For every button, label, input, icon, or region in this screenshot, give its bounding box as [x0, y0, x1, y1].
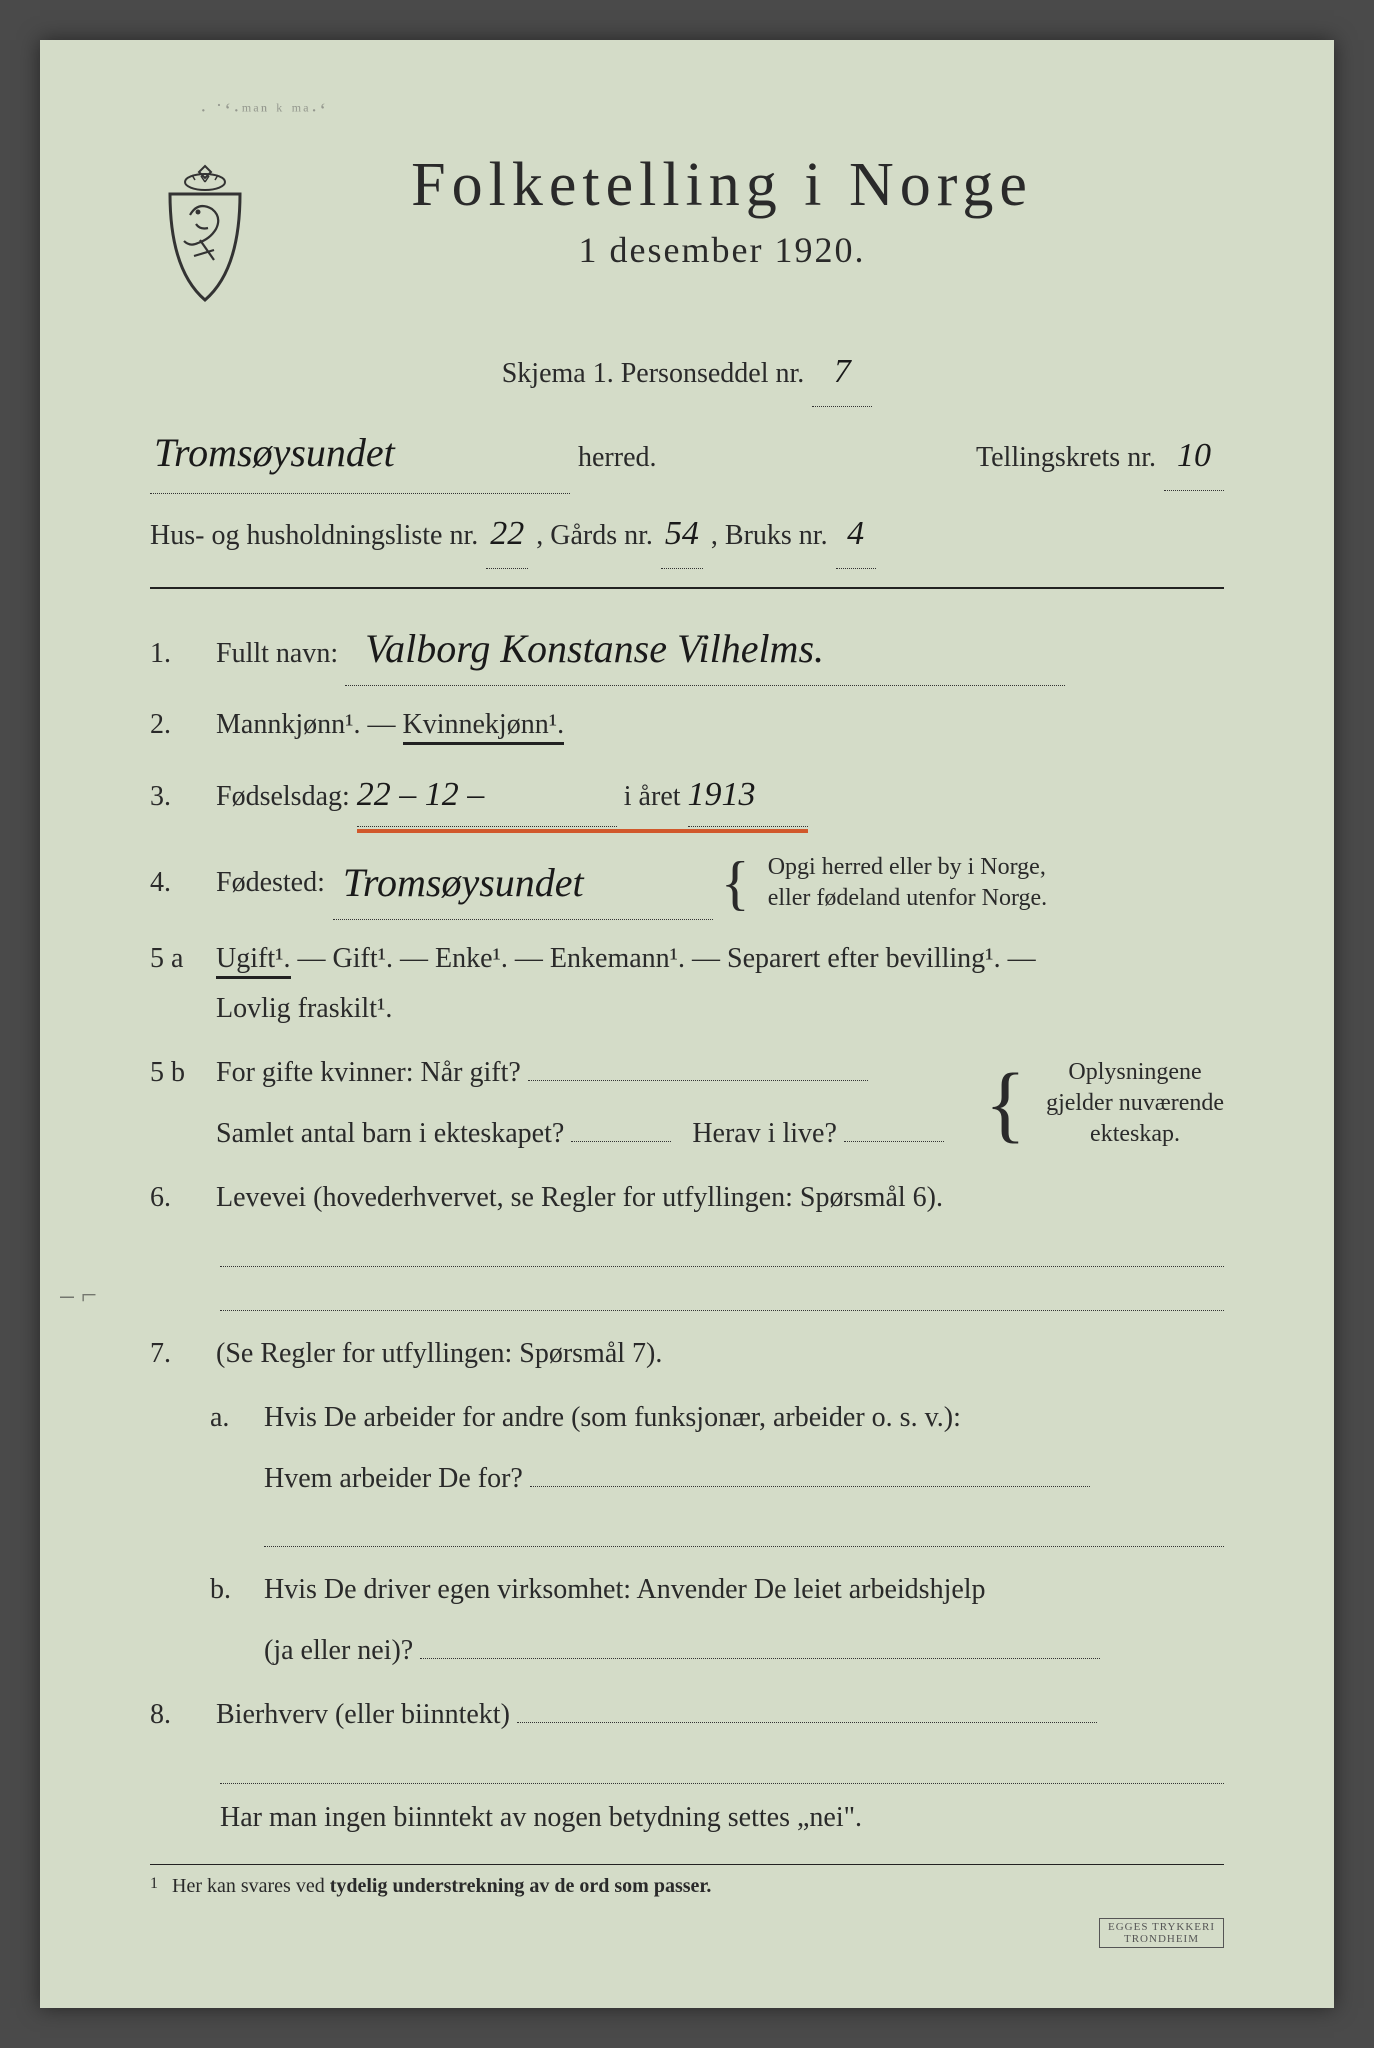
coat-of-arms-icon	[150, 160, 260, 310]
q5b-note: Oplysningene gjelder nuværende ekteskap.	[1046, 1057, 1224, 1151]
q5a-selected: Ugift¹.	[216, 943, 291, 979]
q6-num: 6.	[150, 1173, 198, 1223]
footnote-idx: 1	[150, 1875, 158, 1898]
herred-label: herred.	[578, 430, 657, 486]
q5a: 5 a Ugift¹. — Gift¹. — Enke¹. — Enkemann…	[150, 934, 1224, 1035]
footnote-text: Her kan svares ved tydelig understreknin…	[172, 1875, 711, 1898]
q5a-line2: Lovlig fraskilt¹.	[216, 993, 392, 1024]
gards-label: , Gårds nr.	[536, 508, 653, 564]
q8-num: 8.	[150, 1690, 198, 1740]
q7-intro: (Se Regler for utfyllingen: Spørsmål 7).	[216, 1338, 662, 1369]
gards-nr: 54	[661, 500, 703, 569]
house-line: Hus- og husholdningsliste nr. 22 , Gårds…	[150, 500, 1224, 569]
brace-icon: {	[721, 868, 750, 898]
q7a-blank	[264, 1522, 1224, 1548]
bruks-label: , Bruks nr.	[711, 508, 828, 564]
q7b-label: b.	[210, 1565, 246, 1676]
q7b-l2: (ja eller nei)?	[264, 1635, 413, 1666]
printer-stamp: EGGES TRYKKERITRONDHEIM	[1099, 1918, 1224, 1948]
q5b-num: 5 b	[150, 1048, 198, 1098]
schema-line: Skjema 1. Personseddel nr. 7	[150, 338, 1224, 407]
q5b-l2a: Samlet antal barn i ekteskapet?	[216, 1118, 564, 1149]
q7b: b. Hvis De driver egen virksomhet: Anven…	[210, 1565, 1224, 1676]
q6: 6. Levevei (hovederhvervet, se Regler fo…	[150, 1173, 1224, 1223]
q6-blank-1	[220, 1242, 1224, 1268]
tellingskrets-nr: 10	[1164, 422, 1224, 491]
q1-num: 1.	[150, 629, 198, 679]
q7b-l1: Hvis De driver egen virksomhet: Anvender…	[264, 1565, 1100, 1615]
schema-label: Skjema 1. Personseddel nr.	[502, 346, 805, 402]
header: Folketelling i Norge 1 desember 1920.	[150, 150, 1224, 310]
q4-note-l2: eller fødeland utenfor Norge.	[768, 885, 1047, 911]
title-block: Folketelling i Norge 1 desember 1920.	[300, 150, 1224, 271]
q7: 7. (Se Regler for utfyllingen: Spørsmål …	[150, 1329, 1224, 1379]
q3: 3. Fødselsdag: 22 – 12 – i året 1913	[150, 764, 1224, 832]
q5b-note-l2: gjelder nuværende	[1046, 1090, 1224, 1116]
husholdning-label: Hus- og husholdningsliste nr.	[150, 508, 478, 564]
left-smudge: ⎯ ⌐	[60, 1280, 97, 1312]
brace-icon: {	[985, 1082, 1026, 1125]
divider-1	[150, 587, 1224, 589]
q1-value: Valborg Konstanse Vilhelms.	[345, 613, 1065, 686]
q2-num: 2.	[150, 700, 198, 750]
q7a-l1: Hvis De arbeider for andre (som funksjon…	[264, 1393, 1090, 1443]
q8: 8. Bierhverv (eller biinntekt)	[150, 1690, 1224, 1740]
schema-nr: 7	[812, 338, 872, 407]
q5b-l2b: Herav i live?	[692, 1118, 837, 1149]
q5b: 5 b For gifte kvinner: Når gift? Samlet …	[150, 1048, 1224, 1159]
q5a-num: 5 a	[150, 934, 198, 984]
q5b-note-l1: Oplysningene	[1068, 1059, 1201, 1085]
q3-num: 3.	[150, 772, 198, 822]
q1-label: Fullt navn:	[216, 638, 338, 669]
q3-label: Fødselsdag:	[216, 781, 350, 812]
q4-num: 4.	[150, 858, 198, 908]
herred-value: Tromsøysundet	[150, 413, 570, 494]
q2-dash: —	[368, 709, 403, 740]
date-line: 1 desember 1920.	[300, 229, 1144, 271]
q5b-left: For gifte kvinner: Når gift? Samlet anta…	[216, 1048, 975, 1159]
q4-value: Tromsøysundet	[333, 847, 713, 920]
q4-note-l1: Opgi herred eller by i Norge,	[768, 854, 1046, 880]
q4-note: Opgi herred eller by i Norge, eller føde…	[768, 852, 1047, 914]
q7-num: 7.	[150, 1329, 198, 1379]
q1: 1. Fullt navn: Valborg Konstanse Vilhelm…	[150, 613, 1224, 686]
q6-text: Levevei (hovederhvervet, se Regler for u…	[216, 1182, 943, 1213]
q5b-note-l3: ekteskap.	[1090, 1121, 1180, 1147]
q2: 2. Mannkjønn¹. — Kvinnekjønn¹.	[150, 700, 1224, 750]
q4: 4. Fødested: Tromsøysundet { Opgi herred…	[150, 847, 1224, 920]
q3-year: 1913	[688, 764, 808, 826]
husholdning-nr: 22	[486, 500, 528, 569]
q7a-l2: Hvem arbeider De for?	[264, 1463, 523, 1494]
q2-female-selected: Kvinnekjønn¹.	[403, 709, 565, 745]
q5a-rest: — Gift¹. — Enke¹. — Enkemann¹. — Separer…	[298, 943, 1036, 974]
q6-blank-2	[220, 1285, 1224, 1311]
main-title: Folketelling i Norge	[300, 150, 1144, 221]
q7a-label: a.	[210, 1393, 246, 1504]
q4-label: Fødested:	[216, 858, 325, 908]
q3-daymonth: 22 – 12 –	[357, 764, 617, 826]
tellingskrets-label: Tellingskrets nr.	[976, 430, 1156, 486]
q3-year-label: i året	[624, 781, 681, 812]
top-smudge: · ˙ʻ·ᵐᵃⁿ ᵏ ᵐᵃ·ʻ	[200, 100, 328, 123]
q8-label: Bierhverv (eller biinntekt)	[216, 1699, 510, 1730]
closing-text: Har man ingen biinntekt av nogen betydni…	[220, 1802, 1224, 1834]
herred-line: Tromsøysundet herred. Tellingskrets nr. …	[150, 413, 1224, 494]
q2-male: Mannkjønn¹.	[216, 709, 361, 740]
census-form-page: · ˙ʻ·ᵐᵃⁿ ᵏ ᵐᵃ·ʻ Folketelling i Norge 1 d…	[40, 40, 1334, 2008]
q8-blank	[220, 1759, 1224, 1785]
footnote-rule	[150, 1864, 1224, 1865]
bruks-nr: 4	[836, 500, 876, 569]
footnote: 1 Her kan svares ved tydelig understrekn…	[150, 1875, 1224, 1898]
q5b-l1a: For gifte kvinner: Når gift?	[216, 1057, 521, 1088]
q7a: a. Hvis De arbeider for andre (som funks…	[210, 1393, 1224, 1504]
